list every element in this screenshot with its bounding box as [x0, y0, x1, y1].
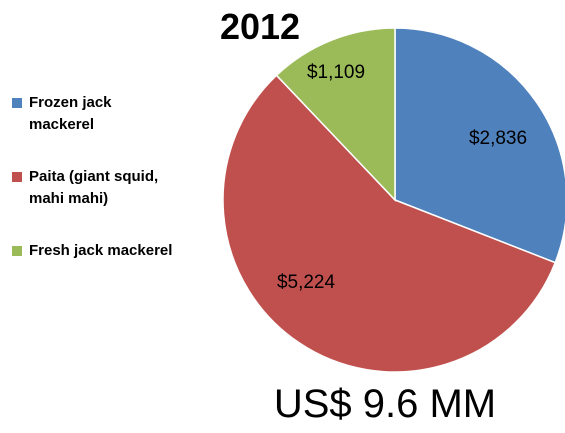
legend-item-frozen-jack-mackerel: Frozen jack mackerel	[12, 92, 132, 136]
legend-label-fresh-jack-mackerel: Fresh jack mackerel	[29, 242, 173, 259]
legend-swatch-frozen-jack-mackerel	[12, 98, 22, 108]
legend-swatch-fresh-jack-mackerel	[12, 246, 22, 256]
data-label-paita: $5,224	[277, 272, 336, 293]
legend: Frozen jack mackerel Paita (giant squid,…	[12, 92, 212, 262]
pie-slice-fresh-jack-mackerel	[275, 27, 396, 202]
pie-slice-frozen-jack-mackerel	[394, 27, 565, 264]
legend-label-paita: Paita (giant squid, mahi mahi)	[29, 168, 159, 207]
pie-slice-paita	[222, 74, 557, 373]
data-label-frozen-jack-mackerel: $2,836	[469, 128, 527, 149]
total-value-label: US$ 9.6 MM	[273, 382, 497, 426]
legend-item-fresh-jack-mackerel: Fresh jack mackerel	[12, 240, 212, 262]
legend-item-paita: Paita (giant squid, mahi mahi)	[12, 166, 197, 210]
legend-swatch-paita	[12, 172, 22, 182]
data-label-fresh-jack-mackerel: $1,109	[307, 62, 365, 83]
chart-title: 2012	[219, 6, 301, 47]
legend-label-frozen-jack-mackerel: Frozen jack mackerel	[29, 94, 112, 133]
